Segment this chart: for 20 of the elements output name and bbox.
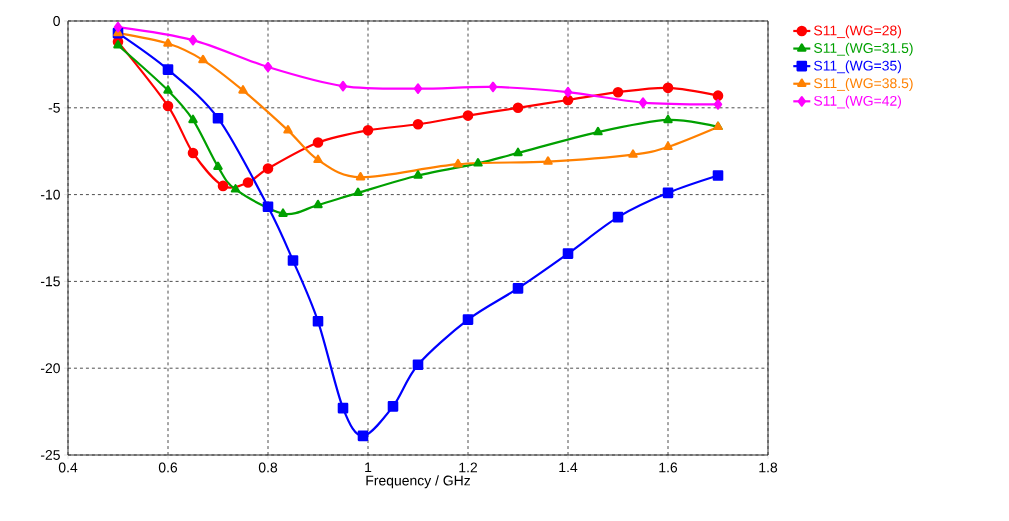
legend-label: S11_(WG=31.5): [814, 42, 913, 56]
x-tick-label: 1: [365, 462, 372, 473]
legend-label: S11_(WG=42): [814, 95, 902, 109]
y-tick-label: -25: [40, 450, 60, 460]
x-axis-title: Frequency / GHz: [366, 475, 471, 489]
y-tick-label: -20: [40, 363, 60, 374]
y-tick-label: -15: [40, 276, 60, 287]
legend-label: S11_(WG=35): [814, 60, 902, 74]
x-tick-label: 0.4: [58, 462, 78, 473]
y-tick-label: -5: [48, 102, 60, 113]
x-tick-label: 1.8: [759, 462, 778, 473]
x-tick-label: 1.6: [659, 462, 678, 473]
x-tick-label: 0.8: [258, 462, 278, 473]
x-tick-label: 1.4: [559, 462, 578, 473]
legend-label: S11_(WG=28): [814, 25, 902, 39]
y-tick-label: 0: [53, 16, 60, 26]
legend-label: S11_(WG=38.5): [814, 77, 913, 91]
y-tick-label: -10: [40, 189, 60, 200]
x-tick-label: 0.6: [158, 462, 178, 473]
x-tick-label: 1.2: [459, 462, 477, 473]
